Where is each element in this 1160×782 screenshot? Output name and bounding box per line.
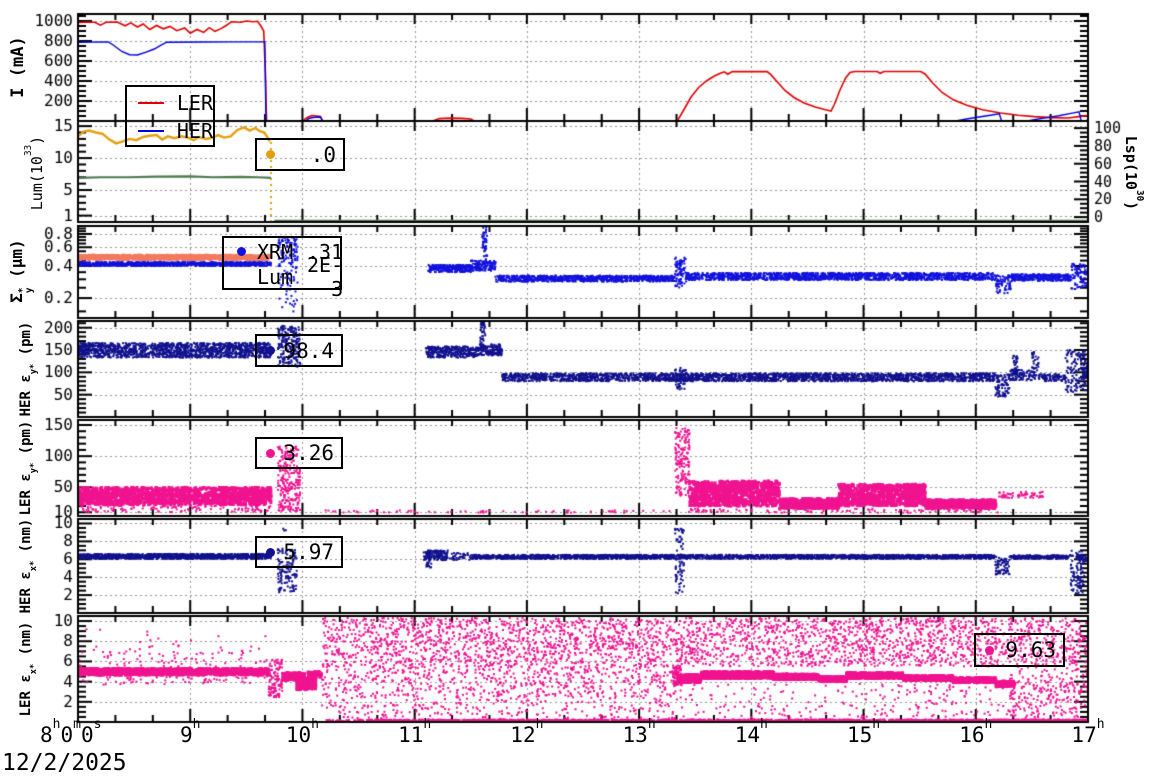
lum-value-box: .0: [255, 138, 345, 171]
xrm-marker-dot: [237, 247, 246, 256]
current-legend: LER HER: [125, 85, 215, 147]
her-ey-value-box: 98.4: [255, 334, 343, 367]
lum-marker-dot: [266, 150, 275, 159]
sigy-row-xrm: XRM .31: [224, 239, 343, 264]
x-tick-label: 15h: [846, 716, 881, 748]
lum-value: .0: [310, 142, 336, 167]
x-tick-label: 9h: [179, 716, 201, 748]
her-line-swatch: [138, 130, 164, 132]
her-label: HER: [176, 119, 213, 143]
ler-label: LER: [176, 91, 213, 115]
x-tick-label: 10h: [285, 716, 319, 748]
x-tick-label: 17h: [1071, 716, 1105, 748]
ler-ey-value: 3.26: [283, 441, 334, 465]
ler-ex-value-box: 9.63: [974, 633, 1065, 667]
lum-row-marker: [237, 272, 246, 281]
her-ex-value: 5.97: [283, 540, 334, 564]
xrm-value: .31: [307, 239, 344, 264]
legend-row-ler: LER: [127, 89, 213, 117]
y-axis-title-lsp: Lsp(1030): [1122, 135, 1145, 211]
x-tick-label: 12h: [510, 716, 544, 748]
x-axis-start-label: 8h0m0s: [40, 716, 102, 748]
her-ey-marker-dot: [266, 346, 275, 355]
date-label: 12/2/2025: [2, 750, 127, 776]
ler-ex-marker-dot: [985, 645, 994, 655]
her-ey-value: 98.4: [283, 338, 334, 363]
sigy-row-lum: Lum 2E-3: [224, 253, 343, 301]
sigy-legend: XRM .31 Lum 2E-3: [222, 236, 343, 301]
y-axis-title-ler-ex: LER εx* (nm): [18, 621, 40, 717]
legend-row-her: HER: [127, 117, 213, 145]
ler-line-swatch: [138, 102, 164, 104]
ler-ey-marker-dot: [266, 448, 275, 458]
xrm-label: XRM: [257, 239, 294, 264]
her-ex-marker-dot: [266, 547, 275, 557]
x-tick-label: 13h: [622, 716, 656, 748]
lum-row-label: Lum: [257, 264, 294, 289]
ler-ey-value-box: 3.26: [255, 437, 343, 469]
her-ex-value-box: 5.97: [255, 536, 343, 568]
ler-ex-value: 9.63: [1005, 638, 1056, 662]
x-tick-label: 11h: [398, 716, 432, 748]
lum-row-value: 2E-3: [307, 252, 344, 301]
x-tick-label: 16h: [959, 716, 993, 748]
x-tick-label: 14h: [734, 716, 768, 748]
